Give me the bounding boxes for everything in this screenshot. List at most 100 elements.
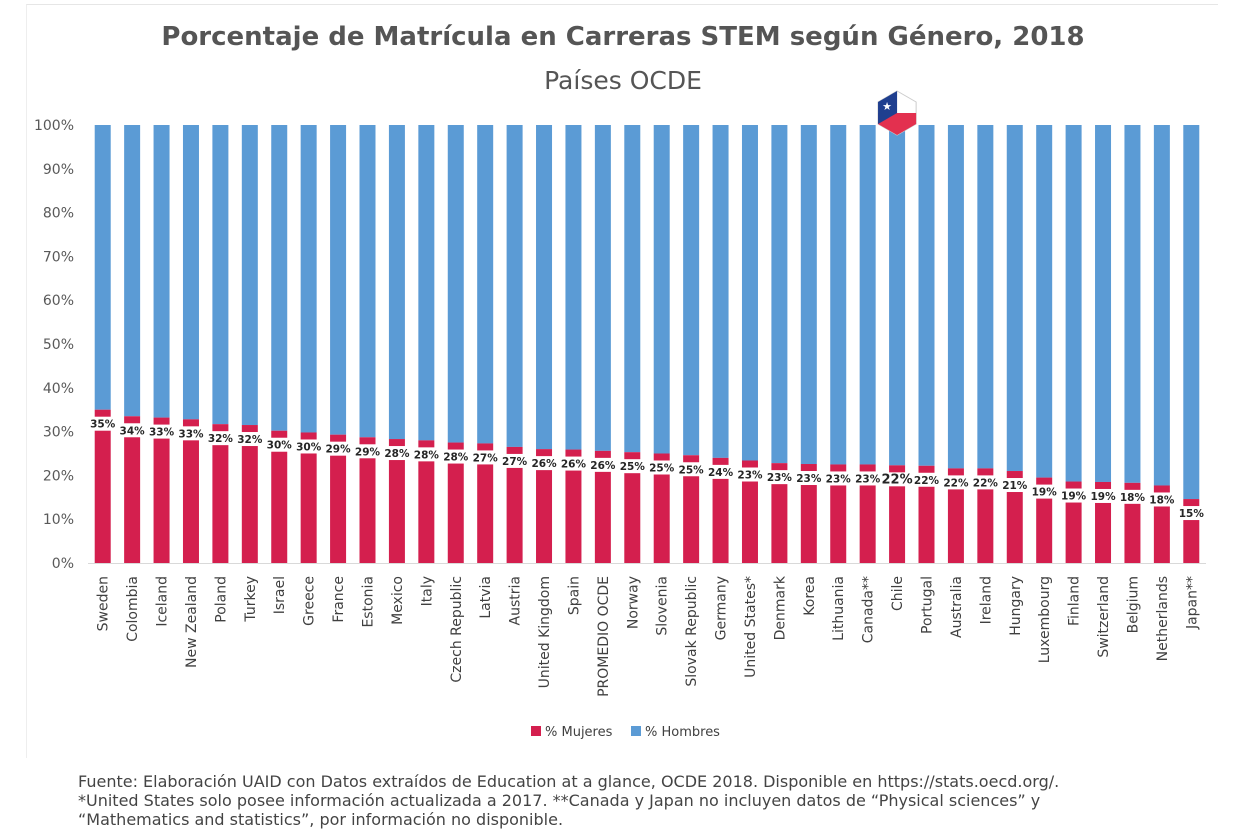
data-label-box: [883, 472, 912, 487]
category-label: United States*: [743, 576, 759, 678]
data-label-box: [413, 447, 440, 462]
category-label: Lithuania: [831, 576, 847, 641]
data-label-box: [854, 471, 881, 486]
legend-label: % Mujeres: [545, 725, 613, 740]
data-label-box: [383, 446, 410, 461]
data-label: 18%: [1120, 492, 1146, 504]
data-label: 18%: [1149, 494, 1175, 506]
bar-hombres: [947, 125, 964, 469]
bar-mujeres: [624, 452, 641, 563]
category-label: France: [331, 576, 347, 623]
y-tick-label: 90%: [43, 162, 74, 178]
data-label-box: [119, 423, 146, 438]
category-label: Belgium: [1125, 576, 1141, 633]
bar-hombres: [212, 125, 229, 425]
data-label: 33%: [149, 427, 175, 439]
flag-blue-canton: [878, 91, 898, 124]
data-label: 23%: [826, 473, 852, 485]
data-label-box: [1148, 492, 1175, 507]
bar-mujeres: [918, 465, 935, 563]
bar-mujeres: [388, 439, 405, 563]
y-tick-label: 60%: [43, 293, 74, 309]
bar-hombres: [977, 125, 994, 469]
flag-star-icon: ★: [882, 101, 892, 113]
bar-mujeres: [359, 437, 376, 563]
data-label: 30%: [267, 440, 293, 452]
bar-mujeres: [1036, 477, 1053, 563]
category-label: Australia: [949, 576, 965, 638]
y-tick-label: 70%: [43, 249, 74, 265]
category-label: Slovenia: [655, 576, 671, 636]
y-tick-label: 100%: [34, 118, 74, 134]
data-label-box: [825, 471, 852, 486]
data-label: 28%: [443, 452, 469, 464]
bar-hombres: [594, 125, 611, 451]
legend-swatch: [631, 726, 641, 736]
data-label-box: [1001, 478, 1028, 493]
legend-label: % Hombres: [645, 725, 720, 740]
category-label: Poland: [213, 576, 229, 623]
bar-mujeres: [124, 416, 141, 563]
bar-mujeres: [506, 446, 523, 563]
data-label-box: [1090, 488, 1117, 503]
category-label: United Kingdom: [537, 576, 553, 688]
bar-hombres: [889, 125, 906, 466]
bar-hombres: [771, 125, 788, 464]
bar-hombres: [1124, 125, 1141, 483]
bar-hombres: [565, 125, 582, 450]
data-label: 22%: [882, 472, 913, 487]
bar-hombres: [124, 125, 141, 417]
data-label: 21%: [1002, 480, 1028, 492]
data-label-box: [177, 426, 204, 441]
data-label-box: [472, 450, 499, 465]
category-label: Germany: [714, 576, 730, 640]
bar-mujeres: [241, 425, 258, 563]
bar-mujeres: [889, 465, 906, 563]
chart-title: Porcentaje de Matrícula en Carreras STEM…: [161, 22, 1085, 52]
bar-hombres: [300, 125, 317, 433]
data-label-box: [531, 456, 558, 471]
y-tick-label: 30%: [43, 425, 74, 441]
data-label: 30%: [296, 441, 322, 453]
data-label: 26%: [590, 460, 616, 472]
data-label: 22%: [914, 475, 940, 487]
category-label: Greece: [302, 576, 318, 626]
bar-hombres: [330, 125, 347, 435]
category-label: Hungary: [1008, 576, 1024, 636]
bar-mujeres: [800, 464, 817, 563]
category-label: PROMEDIO OCDE: [596, 576, 612, 697]
data-label: 15%: [1179, 508, 1205, 520]
bar-hombres: [683, 125, 700, 456]
bar-mujeres: [741, 460, 758, 563]
chart-frame: [26, 4, 1218, 758]
data-label: 23%: [767, 472, 793, 484]
data-label-box: [589, 457, 616, 472]
data-label: 23%: [855, 473, 881, 485]
source-line: “Mathematics and statistics”, por inform…: [78, 810, 564, 829]
category-label: Sweden: [96, 576, 112, 631]
data-label-box: [501, 453, 528, 468]
data-label-box: [560, 456, 587, 471]
stacked-bar-chart: 0% 10% 20% 30% 40% 50% 60% 70% 80% 90% 100% 35% Swed…: [34, 90, 1206, 740]
flag-red-stripe: [878, 113, 917, 135]
category-label: Latvia: [478, 576, 494, 619]
bar-hombres: [536, 125, 553, 450]
category-label: Israel: [272, 576, 288, 614]
bar-hombres: [918, 125, 935, 466]
category-label: Denmark: [772, 575, 788, 640]
bar-mujeres: [212, 424, 229, 563]
data-label: 27%: [473, 452, 499, 464]
chart-subtitle: Países OCDE: [544, 66, 702, 95]
y-tick-label: 80%: [43, 206, 74, 222]
data-label: 19%: [1090, 491, 1116, 503]
y-tick-label: 40%: [43, 381, 74, 397]
bar-mujeres: [947, 468, 964, 563]
bar-mujeres: [1006, 471, 1023, 563]
bar-hombres: [1153, 125, 1170, 486]
category-label: Finland: [1067, 576, 1083, 626]
category-label: Italy: [419, 576, 435, 606]
category-label: Mexico: [390, 576, 406, 625]
bar-hombres: [1036, 125, 1053, 478]
bar-hombres: [653, 125, 670, 454]
data-label: 24%: [708, 467, 734, 479]
